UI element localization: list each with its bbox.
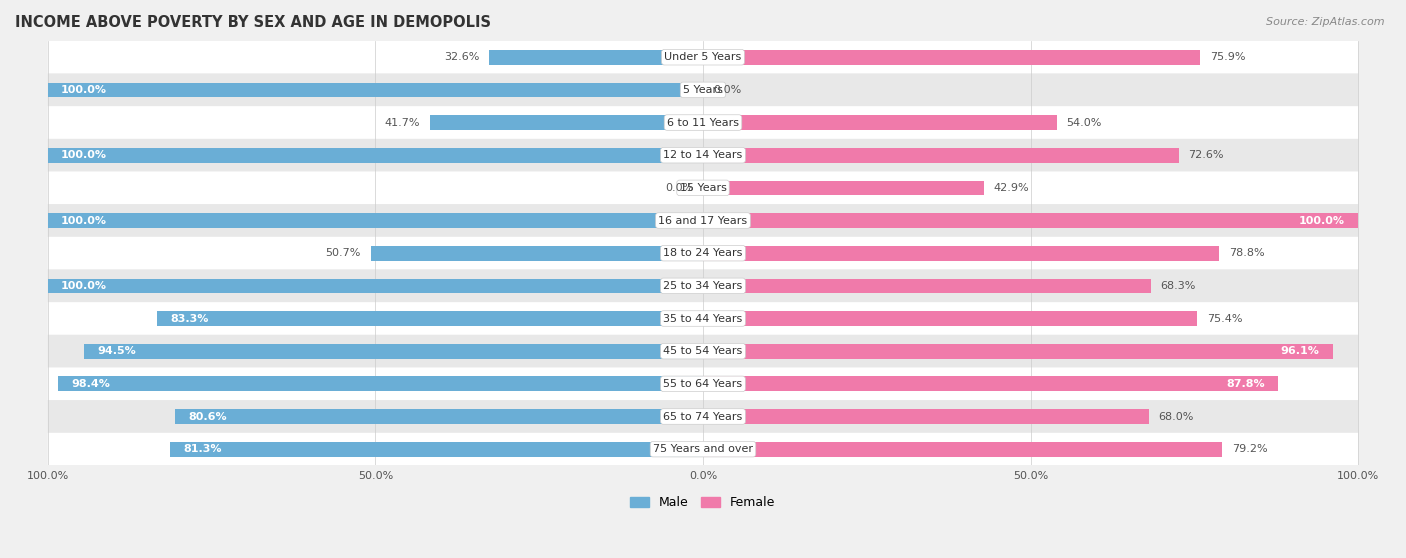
Text: Source: ZipAtlas.com: Source: ZipAtlas.com	[1267, 17, 1385, 27]
Text: 41.7%: 41.7%	[384, 118, 420, 128]
Bar	[84, 344, 703, 359]
Bar	[371, 246, 703, 261]
FancyBboxPatch shape	[48, 400, 1358, 433]
Bar	[430, 115, 703, 130]
Bar	[703, 377, 1278, 391]
FancyBboxPatch shape	[48, 302, 1358, 335]
Text: 100.0%: 100.0%	[60, 150, 107, 160]
Bar	[58, 377, 703, 391]
Text: 35 to 44 Years: 35 to 44 Years	[664, 314, 742, 324]
Bar	[703, 213, 1358, 228]
Text: 100.0%: 100.0%	[60, 215, 107, 225]
Text: 6 to 11 Years: 6 to 11 Years	[666, 118, 740, 128]
Text: 15 Years: 15 Years	[679, 183, 727, 193]
Text: 55 to 64 Years: 55 to 64 Years	[664, 379, 742, 389]
Bar	[48, 83, 703, 97]
Text: 50.7%: 50.7%	[326, 248, 361, 258]
Text: 42.9%: 42.9%	[994, 183, 1029, 193]
Text: 98.4%: 98.4%	[72, 379, 110, 389]
Text: 78.8%: 78.8%	[1229, 248, 1265, 258]
Text: 68.0%: 68.0%	[1159, 411, 1194, 421]
Bar	[703, 344, 1333, 359]
Bar	[489, 50, 703, 65]
Text: 83.3%: 83.3%	[170, 314, 208, 324]
Bar	[703, 311, 1197, 326]
FancyBboxPatch shape	[48, 433, 1358, 465]
Text: 25 to 34 Years: 25 to 34 Years	[664, 281, 742, 291]
Bar	[703, 409, 1149, 424]
Text: 65 to 74 Years: 65 to 74 Years	[664, 411, 742, 421]
Text: 0.0%: 0.0%	[713, 85, 741, 95]
Text: 32.6%: 32.6%	[444, 52, 479, 62]
Text: 80.6%: 80.6%	[188, 411, 226, 421]
Text: Under 5 Years: Under 5 Years	[665, 52, 741, 62]
Bar	[703, 278, 1150, 293]
Bar	[170, 442, 703, 456]
Text: 96.1%: 96.1%	[1281, 346, 1320, 356]
Text: 5 Years: 5 Years	[683, 85, 723, 95]
FancyBboxPatch shape	[48, 106, 1358, 139]
FancyBboxPatch shape	[48, 171, 1358, 204]
Text: 18 to 24 Years: 18 to 24 Years	[664, 248, 742, 258]
Bar	[703, 181, 984, 195]
Text: 12 to 14 Years: 12 to 14 Years	[664, 150, 742, 160]
FancyBboxPatch shape	[48, 237, 1358, 270]
Text: 16 and 17 Years: 16 and 17 Years	[658, 215, 748, 225]
Text: 75 Years and over: 75 Years and over	[652, 444, 754, 454]
Bar	[703, 50, 1201, 65]
Bar	[174, 409, 703, 424]
Bar	[703, 246, 1219, 261]
Bar	[703, 115, 1057, 130]
Text: INCOME ABOVE POVERTY BY SEX AND AGE IN DEMOPOLIS: INCOME ABOVE POVERTY BY SEX AND AGE IN D…	[15, 15, 491, 30]
FancyBboxPatch shape	[48, 335, 1358, 368]
Text: 75.4%: 75.4%	[1206, 314, 1243, 324]
FancyBboxPatch shape	[48, 270, 1358, 302]
Text: 54.0%: 54.0%	[1067, 118, 1102, 128]
Text: 81.3%: 81.3%	[183, 444, 222, 454]
Bar	[703, 442, 1222, 456]
FancyBboxPatch shape	[48, 204, 1358, 237]
Text: 0.0%: 0.0%	[665, 183, 693, 193]
Text: 75.9%: 75.9%	[1211, 52, 1246, 62]
FancyBboxPatch shape	[48, 368, 1358, 400]
Text: 68.3%: 68.3%	[1160, 281, 1195, 291]
FancyBboxPatch shape	[48, 74, 1358, 106]
Text: 100.0%: 100.0%	[60, 85, 107, 95]
Text: 94.5%: 94.5%	[97, 346, 135, 356]
Text: 100.0%: 100.0%	[60, 281, 107, 291]
Bar	[703, 148, 1178, 162]
Bar	[48, 278, 703, 293]
Legend: Male, Female: Male, Female	[626, 492, 780, 514]
Text: 87.8%: 87.8%	[1226, 379, 1265, 389]
Bar	[48, 148, 703, 162]
Bar	[157, 311, 703, 326]
Text: 79.2%: 79.2%	[1232, 444, 1267, 454]
Text: 72.6%: 72.6%	[1188, 150, 1225, 160]
FancyBboxPatch shape	[48, 41, 1358, 74]
Bar	[48, 213, 703, 228]
FancyBboxPatch shape	[48, 139, 1358, 171]
Text: 100.0%: 100.0%	[1299, 215, 1346, 225]
Text: 45 to 54 Years: 45 to 54 Years	[664, 346, 742, 356]
